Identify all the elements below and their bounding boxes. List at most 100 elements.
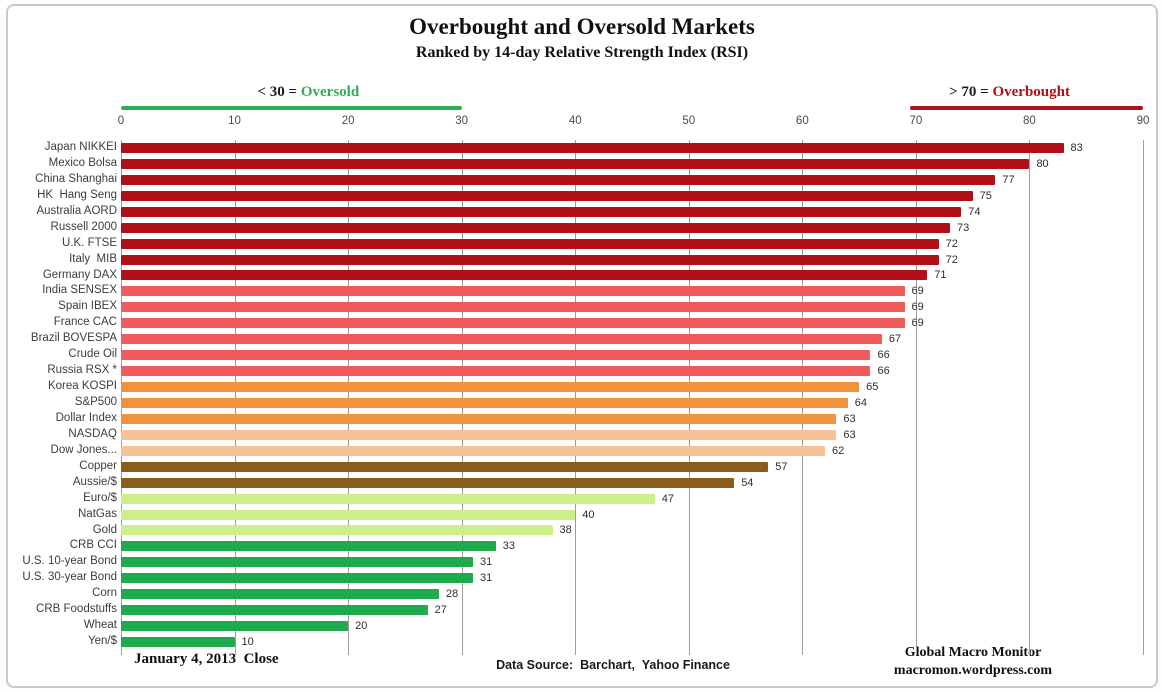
bar [121,158,1030,169]
category-label: Japan NIKKEI [44,141,117,153]
chart-row: 63 [121,411,1143,427]
value-label: 40 [582,508,595,521]
x-tick-label: 10 [228,115,241,127]
chart-row: 80 [121,156,1143,172]
value-label: 71 [934,269,947,282]
value-label: 65 [866,381,879,394]
value-label: 66 [877,349,890,362]
category-label: S&P500 [74,396,117,408]
bar [121,190,973,201]
brand-credit: Global Macro Monitor macromon.wordpress.… [843,644,1103,680]
x-tick-label: 20 [341,115,355,127]
category-label: Aussie/$ [72,475,117,488]
x-tick-label: 90 [1136,115,1150,127]
gridline [802,140,804,655]
category-label: Gold [92,523,117,536]
chart-row: 40 [121,507,1143,523]
category-label: Russia RSX * [47,364,117,377]
chart-row: 28 [121,586,1143,602]
value-label: 63 [843,412,856,425]
x-tick-label: 80 [1023,115,1036,127]
bar [121,302,905,313]
chart-row: 33 [121,538,1143,554]
x-tick-label: 60 [795,115,809,127]
gridline [688,140,690,655]
gridline [1143,140,1144,655]
bar [121,477,735,488]
bar [121,621,349,632]
gridline [1029,140,1031,655]
chart-title: Overbought and Oversold Markets [409,14,755,39]
value-label: 47 [661,492,674,505]
oversold-threshold-text: < 30 = [257,84,301,100]
gridline [234,140,236,655]
bar [121,493,655,504]
chart-row: 20 [121,618,1143,634]
overbought-zone-line [910,106,1143,110]
brand-url: macromon.wordpress.com [893,663,1053,678]
oversold-zone-line [121,106,462,110]
chart-row: 62 [121,443,1143,459]
value-label: 10 [241,636,254,649]
brand-name: Global Macro Monitor [904,645,1042,660]
bar [121,637,235,648]
value-label: 63 [843,428,856,441]
chart-row: 69 [121,315,1143,331]
category-label: CRB Foodstuffs [36,603,117,616]
category-label: U.S. 30-year Bond [22,571,117,584]
chart-row: 69 [121,299,1143,315]
bar [121,286,905,297]
chart-row: 72 [121,252,1143,268]
chart-row: 66 [121,363,1143,379]
chart-row: 47 [121,491,1143,507]
bar [121,541,496,552]
value-label: 74 [968,205,981,218]
value-label: 20 [355,620,368,633]
overbought-threshold-text: > 70 = [949,84,993,100]
chart-row: 75 [121,188,1143,204]
date-label: January 4, 2013 Close [134,651,279,667]
category-label: Korea KOSPI [47,380,117,393]
category-label: HK Hang Seng [37,188,117,201]
data-source-note: Data Source: Barchart, Yahoo Finance [496,658,730,672]
oversold-zone-label: < 30 = Oversold [121,84,496,101]
bar [121,589,439,600]
bar [121,509,576,520]
gridline [575,140,577,655]
bar [121,605,428,616]
bar [121,573,474,584]
axis-header: < 30 = Oversold > 70 = Overbought 0 10 20 30… [118,6,1150,140]
category-label: NatGas [78,507,117,520]
bar [121,525,553,536]
chart-row: 66 [121,347,1143,363]
category-label: India SENSEX [42,284,117,297]
category-label: U.K. FTSE [62,236,117,249]
category-label: Italy MIB [69,252,117,265]
value-label: 66 [877,365,890,378]
chart-subtitle: Ranked by 14-day Relative Strength Index… [415,44,749,61]
x-tick-label: 70 [909,115,923,127]
bar [121,557,474,568]
category-label: Russell 2000 [50,220,117,233]
gridline [121,140,122,655]
chart-row: 57 [121,459,1143,475]
value-label: 69 [911,317,924,330]
category-label: U.S. 10-year Bond [22,555,117,568]
bar [121,397,848,408]
chart-row: 31 [121,554,1143,570]
chart-row: 63 [121,427,1143,443]
bar [121,142,1064,153]
value-label: 28 [445,588,459,601]
chart-row: 69 [121,283,1143,299]
value-label: 33 [502,540,515,553]
value-label: 57 [775,460,788,473]
category-label: Yen/$ [88,635,117,648]
bar [121,174,996,185]
plot-area: 83 80 77 75 74 73 72 72 71 69 69 69 67 66 66 65 64 63 63 62… [121,140,1144,655]
value-label: 69 [911,285,924,298]
category-label: Wheat [83,619,117,632]
value-label: 31 [480,572,493,585]
category-label: Crude Oil [68,348,117,361]
x-tick-label: 50 [682,115,696,127]
category-label: Corn [92,587,117,600]
